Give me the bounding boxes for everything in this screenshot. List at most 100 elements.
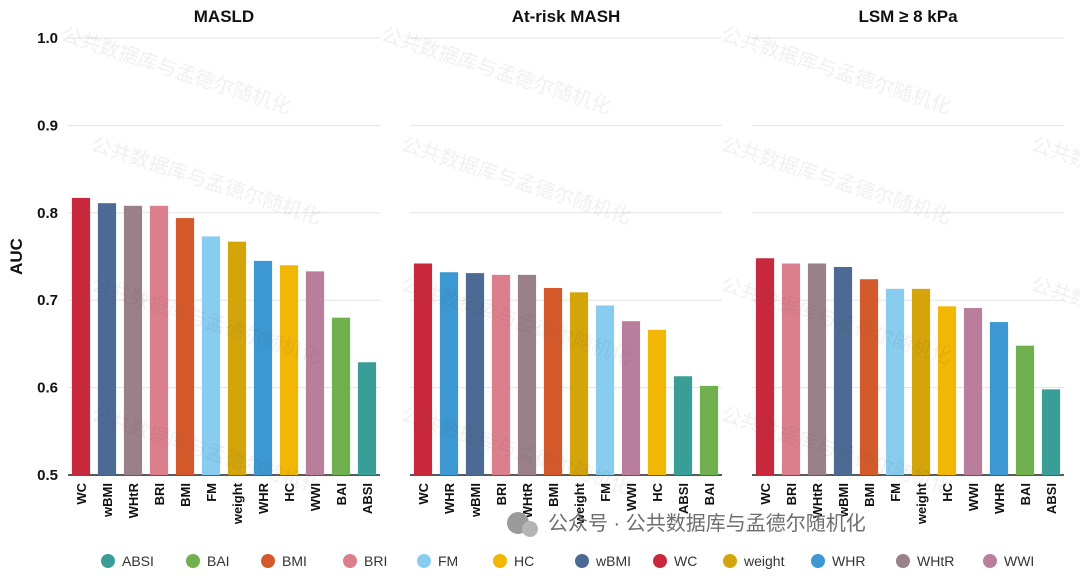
legend-swatch-fm [417, 554, 431, 568]
x-tick-label: FM [204, 483, 219, 502]
panel-title: MASLD [194, 7, 254, 26]
x-tick-label: WC [74, 482, 89, 504]
x-tick-label: BMI [546, 483, 561, 507]
bar-wwi [963, 308, 983, 475]
x-tick-label: WHtR [520, 482, 535, 518]
legend-swatch-wc [653, 554, 667, 568]
x-tick-label: FM [888, 483, 903, 502]
y-tick-label: 1.0 [37, 30, 58, 47]
legend-label: FM [438, 553, 458, 569]
watermark-text: 公共数据库与孟德尔随机化 [88, 133, 323, 229]
legend-label: BAI [207, 553, 230, 569]
watermark-banner: 公众号 · 公共数据库与孟德尔随机化 [507, 512, 866, 537]
bar-whtr [123, 205, 143, 476]
y-tick-label: 0.5 [37, 467, 58, 484]
legend-label: HC [514, 553, 534, 569]
legend-label: ABSI [122, 553, 154, 569]
x-tick-label: BRI [494, 483, 509, 505]
watermark-text: 公共数据库与孟德尔随机化 [378, 23, 613, 119]
x-tick-label: HC [282, 482, 297, 501]
bar-whtr [517, 274, 537, 475]
bar-bai [1015, 345, 1035, 475]
x-tick-label: WWI [966, 483, 981, 511]
x-tick-label: WHtR [810, 482, 825, 518]
x-tick-label: WHR [442, 482, 457, 514]
bar-whr [253, 260, 273, 475]
legend-swatch-hc [493, 554, 507, 568]
x-tick-label: BAI [334, 483, 349, 505]
x-tick-label: WC [758, 482, 773, 504]
legend-swatch-wbmi [575, 554, 589, 568]
legend-swatch-bai [186, 554, 200, 568]
bar-wbmi [97, 203, 117, 475]
watermark-text: 公共数据库与孟德尔随机化 [718, 133, 953, 229]
x-tick-label: wBMI [468, 483, 483, 518]
legend-label: WHtR [917, 553, 954, 569]
y-tick-label: 0.6 [37, 380, 58, 397]
bar-absi [673, 376, 693, 475]
bar-fm [885, 288, 905, 475]
bar-bmi [859, 279, 879, 475]
legend-label: WWI [1004, 553, 1034, 569]
watermark-text: 公共数据库与孟德尔随机化 [1028, 273, 1080, 369]
legend-label: WHR [832, 553, 865, 569]
panel-2: At-risk MASH WC WHR wBMI BRI WHtR BMI weight FM W… [410, 7, 722, 525]
legend-label: BMI [282, 553, 307, 569]
x-tick-label: WHR [256, 482, 271, 514]
bar-bai [699, 385, 719, 475]
x-tick-label: BMI [862, 483, 877, 507]
x-tick-label: WHR [992, 482, 1007, 514]
bar-whr [989, 322, 1009, 475]
x-tick-label: ABSI [676, 483, 691, 514]
panel-title: At-risk MASH [512, 7, 621, 26]
bar-bri [491, 274, 511, 475]
panel-title: LSM ≥ 8 kPa [858, 7, 958, 26]
x-tick-label: weight [230, 482, 245, 525]
bar-bmi [543, 287, 563, 475]
bar-wc [71, 197, 91, 475]
bar-wwi [621, 321, 641, 475]
x-tick-label: ABSI [1044, 483, 1059, 514]
y-tick-label: 0.9 [37, 117, 58, 134]
x-tick-label: weight [914, 482, 929, 525]
legend-swatch-whr [811, 554, 825, 568]
x-tick-label: WWI [308, 483, 323, 511]
x-tick-label: FM [598, 483, 613, 502]
panel-1: MASLD WC wBMI WHtR BRI BMI FM weight WHR HC WWI BAI… [68, 7, 380, 525]
legend-swatch-weight [723, 554, 737, 568]
y-tick-label: 0.7 [37, 292, 58, 309]
bar-hc [937, 306, 957, 475]
legend-swatch-absi [101, 554, 115, 568]
watermark-banner-text: 公众号 · 公共数据库与孟德尔随机化 [548, 512, 866, 535]
bar-wc [413, 263, 433, 475]
watermark-text: 公共数据库与孟德尔随机化 [1028, 133, 1080, 229]
x-tick-label: HC [940, 482, 955, 501]
bar-absi [1041, 389, 1061, 475]
bar-whtr [807, 263, 827, 475]
bar-bri [781, 263, 801, 475]
x-tick-label: BRI [784, 483, 799, 505]
legend-swatch-whtr [896, 554, 910, 568]
bar-weight [569, 292, 589, 475]
bar-wbmi [833, 266, 853, 475]
legend-label: wBMI [595, 553, 631, 569]
legend-label: weight [743, 553, 785, 569]
x-tick-label: ABSI [360, 483, 375, 514]
watermark-text: 公共数据库与孟德尔随机化 [398, 133, 633, 229]
bar-bmi [175, 218, 195, 475]
x-tick-label: BAI [1018, 483, 1033, 505]
bar-weight [911, 288, 931, 475]
x-tick-label: weight [572, 482, 587, 525]
bar-whr [439, 272, 459, 475]
x-tick-label: WC [416, 482, 431, 504]
bar-wbmi [465, 273, 485, 475]
x-tick-label: BMI [178, 483, 193, 507]
x-tick-label: wBMI [836, 483, 851, 518]
x-tick-label: BRI [152, 483, 167, 505]
bar-fm [201, 236, 221, 475]
bar-wwi [305, 271, 325, 475]
bar-bri [149, 205, 169, 476]
panel-3: LSM ≥ 8 kPa WC BRI WHtR wBMI BMI FM weight HC WWI… [752, 7, 1064, 525]
